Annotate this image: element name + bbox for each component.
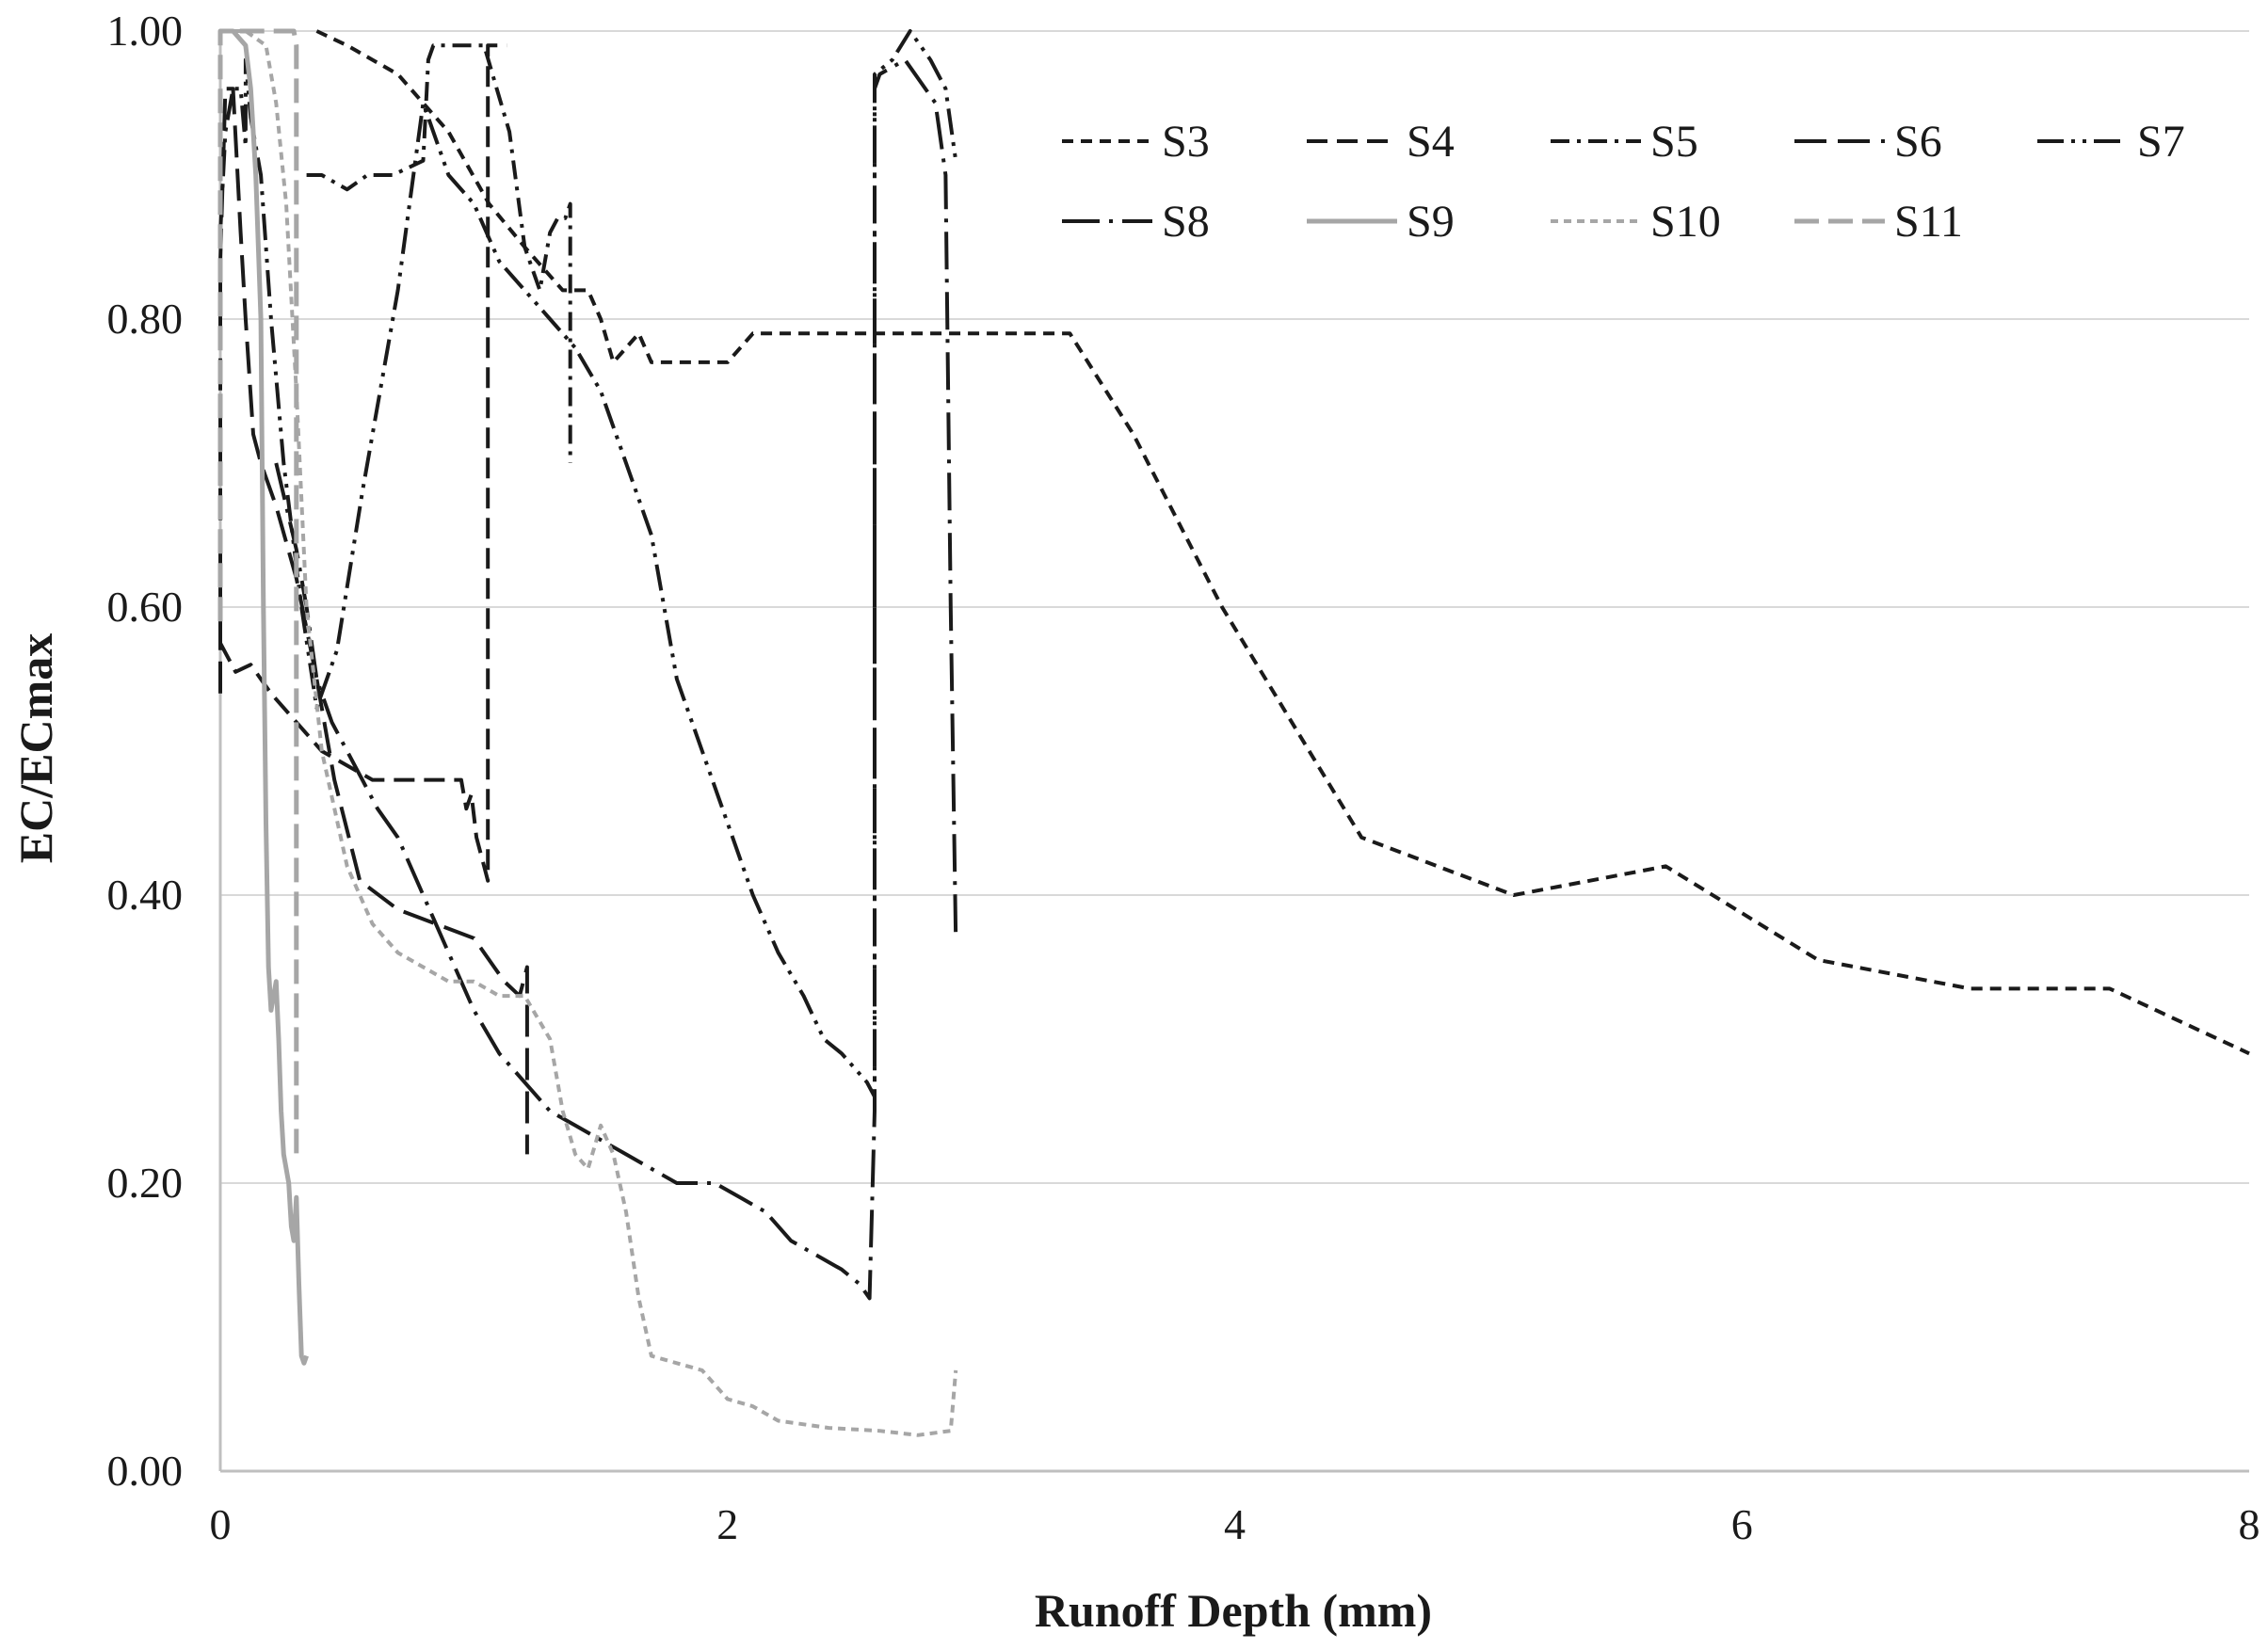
series-lines [217, 28, 2250, 1437]
legend-label-s5: S5 [1650, 117, 1698, 167]
series-line-s3 [315, 29, 2250, 1056]
y-tick-label: 0.80 [107, 295, 184, 343]
legend-label-s8: S8 [1162, 197, 1210, 247]
x-tick-label: 0 [210, 1500, 232, 1548]
x-tick-label: 4 [1224, 1500, 1246, 1548]
series-line-s9 [220, 28, 309, 1366]
y-tick-label: 0.60 [107, 583, 184, 631]
series-line-s8 [274, 57, 958, 1301]
legend-label-s11: S11 [1894, 197, 1963, 247]
x-tick-label: 8 [2239, 1500, 2260, 1548]
x-tick-label: 2 [716, 1500, 738, 1548]
legend-label-s4: S4 [1407, 117, 1455, 167]
y-tick-label: 0.00 [107, 1447, 184, 1495]
series-line-s5 [306, 43, 572, 463]
series-line-s11 [217, 28, 299, 1155]
legend-label-s6: S6 [1894, 117, 1942, 167]
legend-label-s3: S3 [1162, 117, 1210, 167]
legend-label-s9: S9 [1407, 197, 1455, 247]
series-line-s4 [218, 43, 507, 883]
y-tick-label: 1.00 [107, 7, 184, 55]
y-tick-label: 0.40 [107, 871, 184, 919]
gridlines [220, 30, 2249, 1184]
series-line-s6 [218, 87, 529, 1155]
x-tick-label: 6 [1731, 1500, 1753, 1548]
y-axis-title: EC/ECmax [9, 633, 62, 863]
axes: 0.00 0.20 0.40 0.60 0.80 1.00 0 2 4 6 8 [107, 7, 2260, 1548]
series-line-s7 [218, 29, 958, 1099]
legend-label-s10: S10 [1650, 197, 1721, 247]
series-line-s10 [220, 29, 958, 1437]
legend-label-s7: S7 [2137, 117, 2185, 167]
x-axis-title: Runoff Depth (mm) [1035, 1584, 1432, 1637]
legend: S3 S4 S5 S6 S7 S8 S9 S10 S11 [1062, 117, 2185, 247]
y-tick-label: 0.20 [107, 1159, 184, 1207]
